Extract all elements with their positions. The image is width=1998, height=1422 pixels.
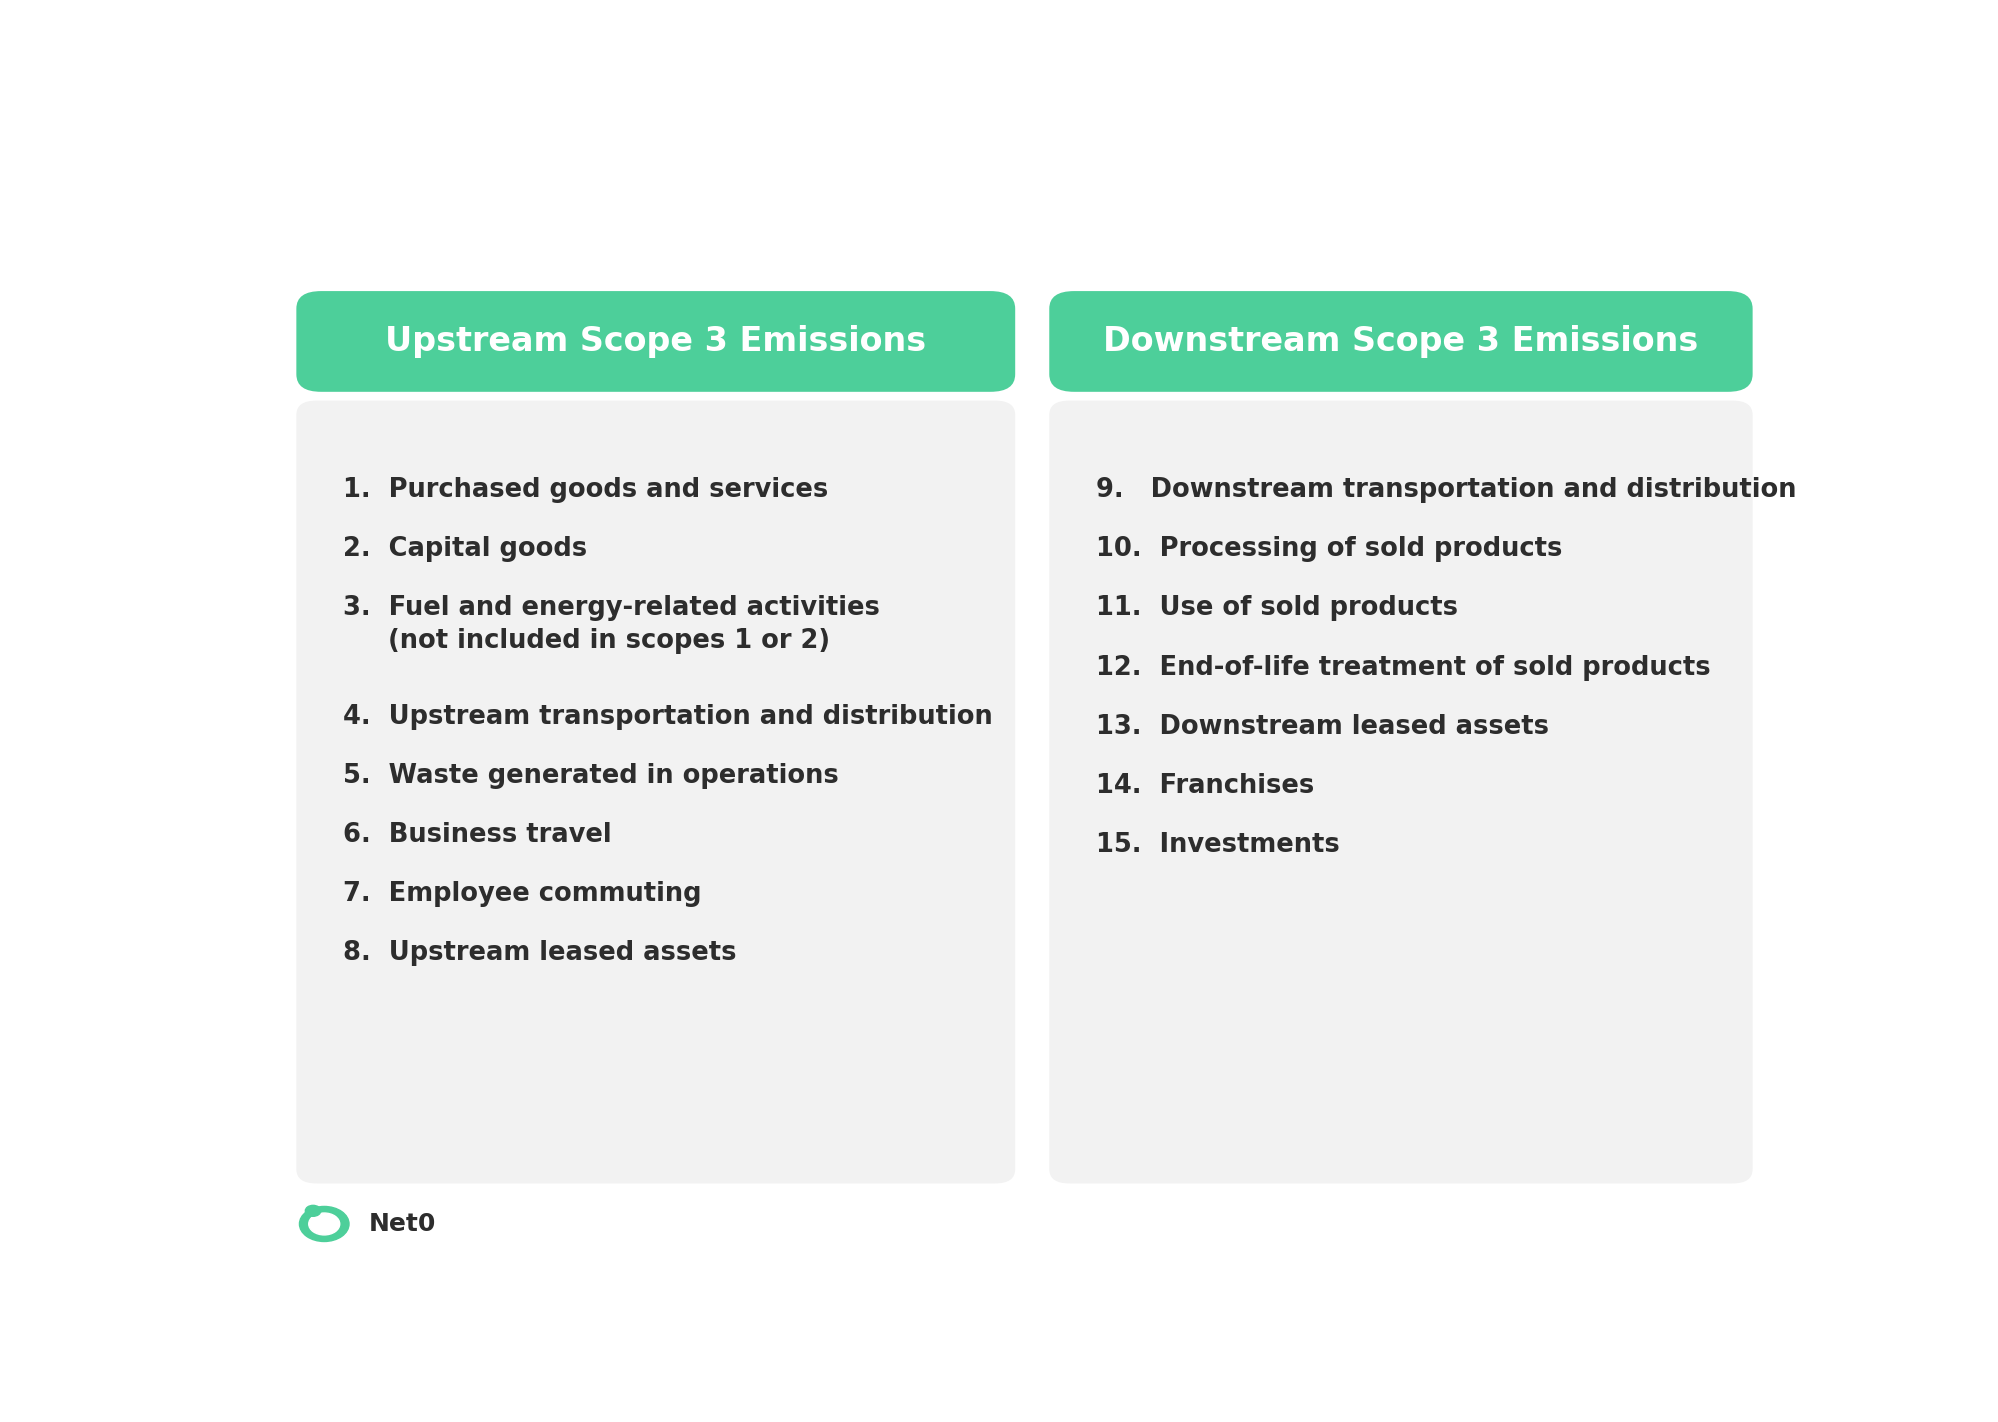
Text: 11.  Use of sold products: 11. Use of sold products xyxy=(1095,596,1457,621)
Text: 15.  Investments: 15. Investments xyxy=(1095,832,1339,857)
Circle shape xyxy=(306,1206,320,1216)
Text: Net0: Net0 xyxy=(370,1212,436,1236)
Text: 8.  Upstream leased assets: 8. Upstream leased assets xyxy=(344,940,735,967)
Text: 3.  Fuel and energy-related activities
     (not included in scopes 1 or 2): 3. Fuel and energy-related activities (n… xyxy=(344,596,879,654)
Text: 6.  Business travel: 6. Business travel xyxy=(344,822,611,848)
Text: 5.  Waste generated in operations: 5. Waste generated in operations xyxy=(344,764,837,789)
Text: 7.  Employee commuting: 7. Employee commuting xyxy=(344,882,701,907)
FancyBboxPatch shape xyxy=(1049,401,1752,1183)
Text: 9.   Downstream transportation and distribution: 9. Downstream transportation and distrib… xyxy=(1095,478,1796,503)
Text: 10.  Processing of sold products: 10. Processing of sold products xyxy=(1095,536,1560,562)
Text: Upstream Scope 3 Emissions: Upstream Scope 3 Emissions xyxy=(386,326,925,358)
FancyBboxPatch shape xyxy=(1049,292,1752,392)
Text: 13.  Downstream leased assets: 13. Downstream leased assets xyxy=(1095,714,1548,739)
Text: 12.  End-of-life treatment of sold products: 12. End-of-life treatment of sold produc… xyxy=(1095,654,1710,681)
Text: 1.  Purchased goods and services: 1. Purchased goods and services xyxy=(344,478,827,503)
Circle shape xyxy=(300,1206,350,1241)
Text: 4.  Upstream transportation and distribution: 4. Upstream transportation and distribut… xyxy=(344,704,993,729)
Circle shape xyxy=(308,1213,340,1234)
FancyBboxPatch shape xyxy=(296,292,1015,392)
Text: 14.  Franchises: 14. Franchises xyxy=(1095,774,1313,799)
Text: 2.  Capital goods: 2. Capital goods xyxy=(344,536,587,562)
FancyBboxPatch shape xyxy=(296,401,1015,1183)
Text: Downstream Scope 3 Emissions: Downstream Scope 3 Emissions xyxy=(1103,326,1698,358)
